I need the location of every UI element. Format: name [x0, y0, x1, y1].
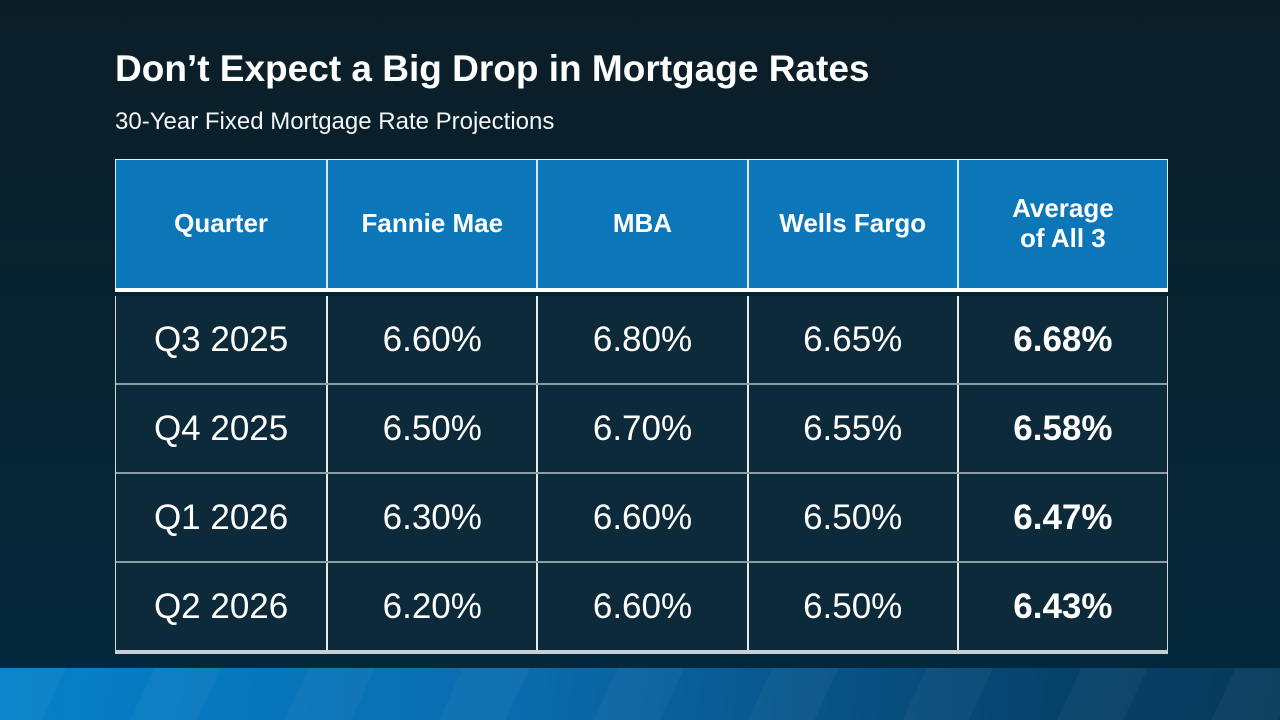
header-cell-fannie-mae: Fannie Mae	[326, 160, 536, 288]
cell-wells-fargo: 6.55%	[746, 385, 957, 472]
table-header-row: Quarter Fannie Mae MBA Wells Fargo Avera…	[115, 159, 1168, 288]
cell-quarter: Q2 2026	[153, 586, 289, 626]
cell-average: 6.58%	[956, 385, 1167, 472]
header-cell-average: Average of All 3	[956, 160, 1167, 288]
cell-wells-fargo: 6.50%	[746, 563, 957, 650]
cell-average: 6.68%	[956, 296, 1167, 383]
table-row: Q4 2025 6.50% 6.70% 6.55% 6.58%	[116, 383, 1167, 472]
header-cell-mba: MBA	[536, 160, 746, 288]
table-row: Q2 2026 6.20% 6.60% 6.50% 6.43%	[116, 561, 1167, 650]
cell-fannie-mae: 6.30%	[326, 474, 536, 561]
footer-accent-bar	[0, 668, 1280, 720]
header-cell-quarter: Quarter	[174, 208, 269, 239]
cell-fannie-mae: 6.50%	[326, 385, 536, 472]
slide-subtitle: 30-Year Fixed Mortgage Rate Projections	[115, 108, 555, 135]
cell-average: 6.43%	[956, 563, 1167, 650]
cell-quarter: Q4 2025	[153, 408, 289, 448]
table-body: Q3 2025 6.60% 6.80% 6.65% 6.68% Q4 2025 …	[115, 296, 1168, 654]
cell-quarter: Q1 2026	[153, 497, 289, 537]
cell-mba: 6.70%	[536, 385, 746, 472]
table-row: Q1 2026 6.30% 6.60% 6.50% 6.47%	[116, 472, 1167, 561]
slide-title: Don’t Expect a Big Drop in Mortgage Rate…	[115, 48, 870, 89]
header-cell-wells-fargo: Wells Fargo	[746, 160, 957, 288]
cell-mba: 6.60%	[536, 563, 746, 650]
table-row: Q3 2025 6.60% 6.80% 6.65% 6.68%	[116, 296, 1167, 383]
cell-fannie-mae: 6.60%	[326, 296, 536, 383]
cell-wells-fargo: 6.50%	[746, 474, 957, 561]
cell-wells-fargo: 6.65%	[746, 296, 957, 383]
mortgage-rate-projections-table: Quarter Fannie Mae MBA Wells Fargo Avera…	[115, 159, 1168, 654]
cell-mba: 6.80%	[536, 296, 746, 383]
cell-mba: 6.60%	[536, 474, 746, 561]
cell-quarter: Q3 2025	[153, 319, 289, 359]
cell-average: 6.47%	[956, 474, 1167, 561]
cell-fannie-mae: 6.20%	[326, 563, 536, 650]
header-underline	[115, 288, 1168, 292]
